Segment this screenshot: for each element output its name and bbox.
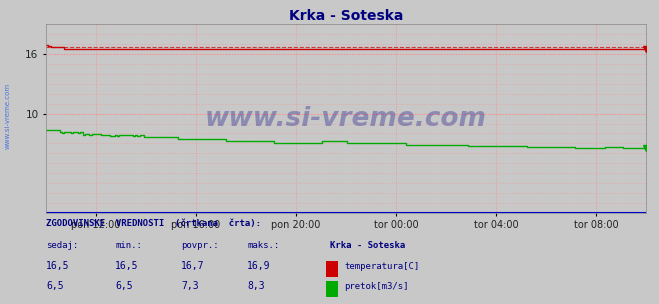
Text: 8,3: 8,3 bbox=[247, 282, 265, 292]
Text: Krka - Soteska: Krka - Soteska bbox=[330, 241, 405, 250]
Text: www.si-vreme.com: www.si-vreme.com bbox=[5, 82, 11, 149]
Text: 6,5: 6,5 bbox=[115, 282, 133, 292]
Text: pretok[m3/s]: pretok[m3/s] bbox=[344, 282, 409, 292]
Text: sedaj:: sedaj: bbox=[46, 241, 78, 250]
Text: min.:: min.: bbox=[115, 241, 142, 250]
Text: povpr.:: povpr.: bbox=[181, 241, 219, 250]
Title: Krka - Soteska: Krka - Soteska bbox=[289, 9, 403, 23]
Text: temperatura[C]: temperatura[C] bbox=[344, 262, 419, 271]
Text: maks.:: maks.: bbox=[247, 241, 279, 250]
Text: 16,7: 16,7 bbox=[181, 261, 205, 271]
Text: ZGODOVINSKE  VREDNOSTI  (črtkana  črta):: ZGODOVINSKE VREDNOSTI (črtkana črta): bbox=[46, 219, 261, 229]
Text: 16,5: 16,5 bbox=[46, 261, 70, 271]
Text: 7,3: 7,3 bbox=[181, 282, 199, 292]
Text: 16,5: 16,5 bbox=[115, 261, 139, 271]
Text: 16,9: 16,9 bbox=[247, 261, 271, 271]
Text: www.si-vreme.com: www.si-vreme.com bbox=[205, 105, 487, 132]
Text: 6,5: 6,5 bbox=[46, 282, 64, 292]
